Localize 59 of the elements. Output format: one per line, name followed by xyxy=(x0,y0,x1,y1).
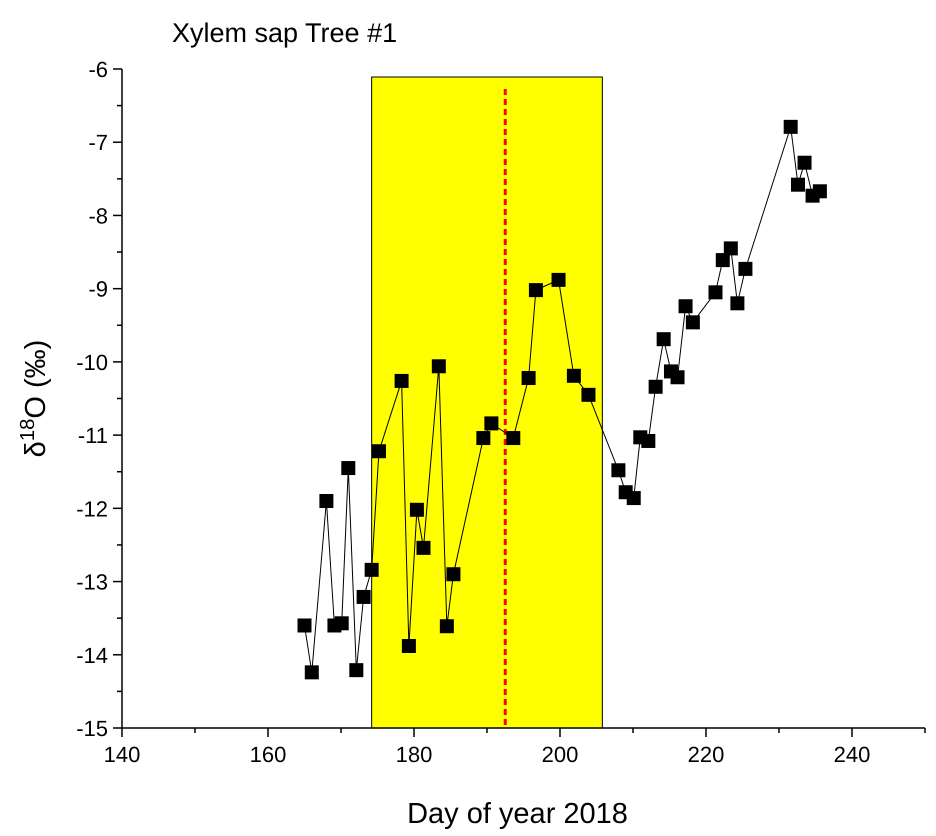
point xyxy=(678,299,693,314)
point xyxy=(708,285,722,300)
x-tick-label: 240 xyxy=(834,742,870,767)
point xyxy=(581,388,596,402)
point xyxy=(724,241,738,256)
point xyxy=(394,374,409,388)
y-tick-label: -6 xyxy=(88,57,108,82)
point xyxy=(641,434,656,448)
y-tick-label: -8 xyxy=(88,203,108,228)
point xyxy=(566,368,581,383)
point xyxy=(552,272,566,287)
x-tick-label: 220 xyxy=(688,742,724,767)
point xyxy=(506,431,520,446)
chart-title: Xylem sap Tree #1 xyxy=(172,18,398,48)
y-tick-label: -10 xyxy=(76,350,108,375)
point xyxy=(446,567,460,582)
point xyxy=(410,502,424,517)
point xyxy=(528,283,543,298)
point xyxy=(304,665,319,680)
point xyxy=(611,463,626,478)
point xyxy=(341,461,356,476)
point xyxy=(784,120,798,134)
x-tick-label: 200 xyxy=(542,742,578,767)
point xyxy=(298,618,312,632)
y-tick-label: -13 xyxy=(76,570,108,595)
point xyxy=(798,156,812,170)
point xyxy=(716,253,730,268)
point xyxy=(440,619,454,634)
x-tick-label: 140 xyxy=(104,742,140,767)
y-tick-label: -14 xyxy=(76,642,108,668)
point xyxy=(656,332,671,346)
y-tick-label: -11 xyxy=(78,423,108,448)
point xyxy=(364,562,379,577)
y-tick-label: -12 xyxy=(76,496,108,522)
point xyxy=(522,371,536,385)
point xyxy=(686,315,700,330)
point xyxy=(648,380,663,394)
point xyxy=(626,491,641,506)
point xyxy=(730,296,744,310)
point xyxy=(334,616,349,630)
point xyxy=(402,638,416,653)
x-tick-label: 180 xyxy=(396,742,432,767)
point xyxy=(670,370,685,384)
point xyxy=(356,590,371,604)
x-tick-label: 160 xyxy=(250,742,286,767)
point xyxy=(319,494,334,508)
point xyxy=(349,663,364,678)
point xyxy=(812,184,827,198)
point xyxy=(484,416,498,430)
y-tick-label: -7 xyxy=(88,130,108,156)
y-tick-label: -9 xyxy=(88,276,108,302)
x-axis-title: Day of year 2018 xyxy=(407,798,628,830)
point xyxy=(372,444,386,458)
point xyxy=(432,359,446,374)
point xyxy=(476,431,490,446)
point xyxy=(416,540,430,555)
point xyxy=(790,178,805,192)
y-tick-label: -15 xyxy=(76,716,108,741)
point xyxy=(738,262,752,276)
